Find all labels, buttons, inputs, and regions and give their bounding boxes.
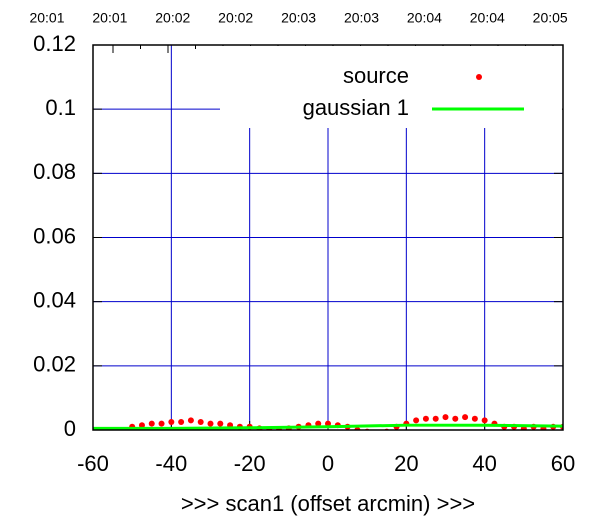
top-tick-label: 20:04 — [407, 10, 442, 26]
data-point — [178, 418, 185, 425]
top-tick-label: 20:02 — [218, 10, 253, 26]
x-tick-label: 60 — [551, 451, 575, 476]
legend-label: source — [343, 63, 409, 88]
data-point — [207, 420, 214, 427]
data-point — [432, 415, 439, 422]
x-tick-label: 0 — [322, 451, 334, 476]
data-point — [422, 415, 429, 422]
data-point — [217, 420, 224, 427]
data-point — [442, 414, 449, 421]
plot-frame — [92, 44, 564, 431]
data-point — [168, 418, 175, 425]
y-tick-label: 0.08 — [33, 159, 76, 184]
y-tick-label: 0.06 — [33, 223, 76, 248]
data-point — [138, 422, 145, 429]
x-tick-label: -40 — [155, 451, 187, 476]
x-tick-label: -60 — [77, 451, 109, 476]
data-point — [315, 420, 322, 427]
top-tick-label: 20:04 — [470, 10, 505, 26]
data-point — [471, 415, 478, 422]
y-tick-label: 0.02 — [33, 352, 76, 377]
top-tick-label: 20:01 — [29, 10, 64, 26]
data-point — [325, 420, 331, 427]
data-point — [413, 417, 420, 424]
y-tick-label: 0.12 — [33, 31, 76, 56]
x-axis-label: >>> scan1 (offset arcmin) >>> — [181, 491, 475, 516]
top-tick-label: 20:01 — [92, 10, 127, 26]
legend-dot — [476, 74, 482, 80]
plot-layer — [93, 414, 563, 436]
data-point — [374, 430, 380, 436]
data-point — [148, 420, 155, 427]
data-point — [462, 414, 469, 421]
y-tick-label: 0 — [64, 416, 76, 441]
gaussian-line — [93, 423, 563, 430]
legend-label: gaussian 1 — [303, 95, 409, 120]
top-tick-label: 20:03 — [281, 10, 316, 26]
x-tick-label: -20 — [234, 451, 266, 476]
legend-box — [220, 46, 562, 127]
data-point — [452, 415, 459, 422]
data-point — [481, 417, 488, 424]
x-tick-label: 40 — [472, 451, 496, 476]
top-tick-label: 20:03 — [344, 10, 379, 26]
top-tick-label: 20:02 — [155, 10, 190, 26]
data-point — [187, 417, 194, 424]
y-tick-label: 0.04 — [33, 287, 76, 312]
x-tick-label: 20 — [394, 451, 418, 476]
data-point — [158, 420, 165, 427]
top-tick-label: 20:05 — [533, 10, 568, 26]
data-point — [197, 418, 204, 425]
y-tick-label: 0.1 — [45, 95, 76, 120]
